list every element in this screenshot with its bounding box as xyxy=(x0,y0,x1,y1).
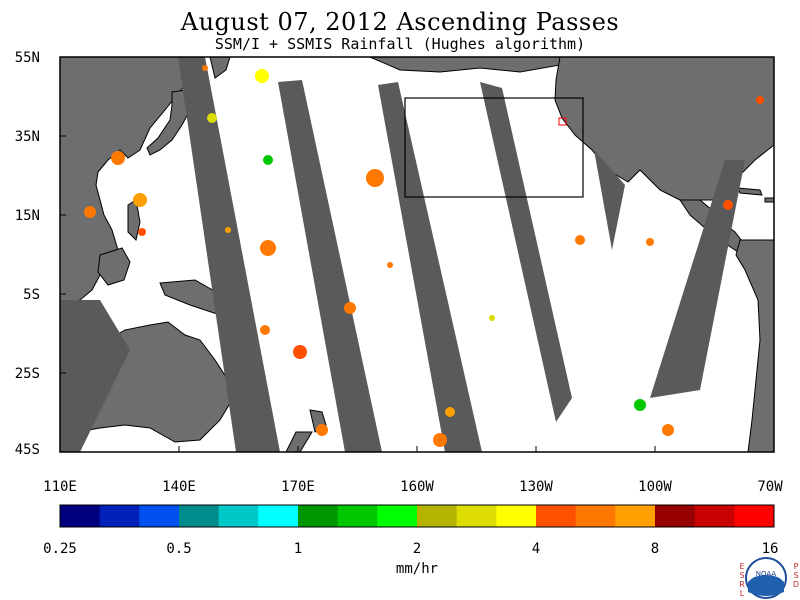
colorbar-swatch xyxy=(734,505,775,527)
rain-patch xyxy=(316,424,328,436)
region-box xyxy=(404,97,584,198)
colorbar-swatch xyxy=(417,505,458,527)
lat-label-15n: 15N xyxy=(14,208,40,224)
colorbar-swatch xyxy=(99,505,140,527)
lon-label-140e: 140E xyxy=(162,479,196,495)
rain-patch xyxy=(433,433,447,447)
no-data-swath-1 xyxy=(178,57,280,452)
rain-patch xyxy=(366,169,384,187)
colorbar xyxy=(60,505,775,527)
rain-patch xyxy=(202,65,208,71)
rain-patch xyxy=(207,113,217,123)
rain-patch xyxy=(387,262,393,268)
map-subtitle: SSM/I + SSMIS Rainfall (Hughes algorithm… xyxy=(214,35,586,53)
colorbar-swatch xyxy=(694,505,735,527)
colorbar-swatch xyxy=(456,505,497,527)
rain-patch xyxy=(489,315,495,321)
lat-label-25s: 25S xyxy=(14,366,40,382)
lat-label-5s: 5S xyxy=(23,287,40,303)
rain-patch xyxy=(634,399,646,411)
colorbar-tick-label: 16 xyxy=(761,541,779,557)
lon-label-130w: 130W xyxy=(519,479,553,495)
lon-label-70w: 70W xyxy=(757,479,783,495)
rain-patch xyxy=(260,240,276,256)
colorbar-swatch xyxy=(575,505,616,527)
map-title: August 07, 2012 Ascending Passes xyxy=(180,8,620,36)
colorbar-swatch xyxy=(218,505,259,527)
new-zealand-landmass xyxy=(285,409,327,452)
rain-patch xyxy=(255,69,269,83)
colorbar-swatch xyxy=(655,505,696,527)
no-data-swath-3 xyxy=(378,82,482,452)
rain-patch xyxy=(662,424,674,436)
colorbar-swatch xyxy=(139,505,180,527)
alaska-landmass xyxy=(369,57,561,73)
lon-label-160w: 160W xyxy=(400,479,434,495)
no-data-swath-4 xyxy=(480,82,572,422)
colorbar-tick-label: 0.25 xyxy=(43,541,77,557)
rain-patch xyxy=(445,407,455,417)
noaa-logo-text: NOAA xyxy=(756,570,777,578)
colorbar-frame xyxy=(59,504,775,528)
rain-patch xyxy=(756,96,764,104)
caribbean-islands xyxy=(737,187,774,203)
colorbar-swatch xyxy=(536,505,577,527)
asia-landmass xyxy=(60,57,201,311)
colorbar-swatch xyxy=(258,505,299,527)
colorbar-swatch xyxy=(337,505,378,527)
colorbar-swatch xyxy=(496,505,537,527)
rainfall-patches xyxy=(84,65,764,447)
lat-label-55n: 55N xyxy=(14,50,40,66)
colorbar-swatch xyxy=(298,505,339,527)
no-data-swath-2 xyxy=(278,80,382,452)
lon-label-170e: 170E xyxy=(281,479,315,495)
colorbar-swatch xyxy=(377,505,418,527)
borneo-landmass xyxy=(97,247,131,286)
rain-patch xyxy=(133,193,147,207)
colorbar-swatch xyxy=(179,505,220,527)
colorbar-tick-label: 8 xyxy=(650,541,660,557)
rain-patch xyxy=(575,235,585,245)
colorbar-tick-label: 4 xyxy=(531,541,541,557)
lat-label-35n: 35N xyxy=(14,129,40,145)
no-data-swath-6 xyxy=(650,160,745,398)
rain-patch xyxy=(293,345,307,359)
rain-patch xyxy=(111,151,125,165)
rain-patch xyxy=(344,302,356,314)
lon-label-100w: 100W xyxy=(638,479,672,495)
rain-patch xyxy=(260,325,270,335)
colorbar-tick-label: 2 xyxy=(412,541,422,557)
rain-patch xyxy=(263,155,273,165)
rain-patch xyxy=(84,206,96,218)
kamchatka-landmass xyxy=(209,57,231,79)
south-america-landmass xyxy=(735,239,774,452)
lat-label-45s: 45S xyxy=(14,442,40,458)
no-data-swaths xyxy=(60,57,745,452)
location-marker xyxy=(558,117,567,126)
colorbar-swatch xyxy=(615,505,656,527)
axis-ticks xyxy=(60,56,656,453)
noaa-logo: NOAA xyxy=(745,557,787,599)
colorbar-swatch xyxy=(60,505,101,527)
colorbar-tick-label: 0.5 xyxy=(166,541,192,557)
rain-patch xyxy=(225,227,231,233)
rain-patch xyxy=(138,228,146,236)
no-data-swath-7 xyxy=(60,300,130,452)
rain-patch xyxy=(646,238,654,246)
rain-patch xyxy=(723,200,733,210)
no-data-swath-5 xyxy=(594,150,625,250)
colorbar-tick-label: 1 xyxy=(293,541,303,557)
colorbar-units: mm/hr xyxy=(395,561,439,577)
lon-label-110e: 110E xyxy=(43,479,77,495)
